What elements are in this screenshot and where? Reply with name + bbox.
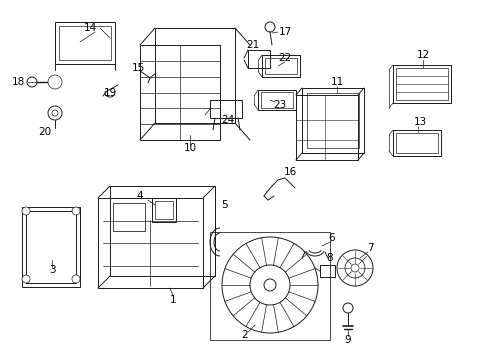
Text: 13: 13 [412,117,426,127]
Bar [110,186,215,276]
Circle shape [264,22,274,32]
Bar [209,232,329,340]
Text: 21: 21 [246,40,259,50]
Circle shape [249,265,289,305]
Bar [59,26,111,60]
Bar [262,55,299,77]
Bar [247,50,269,68]
Bar [140,45,220,140]
Text: 5: 5 [221,200,228,210]
Bar [113,203,145,231]
Text: 24: 24 [221,115,234,125]
Bar [155,28,235,123]
Text: 2: 2 [241,330,248,340]
Bar [319,265,334,277]
Text: 20: 20 [39,127,51,137]
Bar [261,92,292,108]
Bar [55,22,115,64]
Circle shape [72,207,80,215]
Circle shape [342,303,352,313]
Bar [306,93,358,148]
Bar [392,65,450,103]
Circle shape [350,264,358,272]
Circle shape [22,275,30,283]
Bar [302,88,363,153]
Circle shape [27,77,37,87]
Text: 15: 15 [131,63,144,73]
Circle shape [222,237,317,333]
Text: 3: 3 [49,265,55,275]
Bar [395,133,437,153]
Bar [258,90,295,110]
Text: 12: 12 [415,50,429,60]
Text: 19: 19 [103,88,116,98]
Text: 17: 17 [278,27,291,37]
Bar [155,201,173,219]
Text: 16: 16 [283,167,296,177]
Bar [152,198,176,222]
Circle shape [48,106,62,120]
Text: 18: 18 [11,77,24,87]
Bar [264,58,296,74]
Bar [209,100,242,118]
Text: 9: 9 [344,335,350,345]
Circle shape [345,258,364,278]
Text: 7: 7 [366,243,372,253]
Bar [98,198,203,288]
Circle shape [52,110,58,116]
Bar [295,95,357,160]
Text: 23: 23 [273,100,286,110]
Bar [395,68,447,100]
Circle shape [336,250,372,286]
Text: 14: 14 [83,23,97,33]
Text: 8: 8 [326,253,333,263]
Text: 10: 10 [183,143,196,153]
Text: 1: 1 [169,295,176,305]
Bar [392,130,440,156]
Text: 4: 4 [137,191,143,201]
Text: 6: 6 [328,233,335,243]
Circle shape [22,207,30,215]
Circle shape [72,275,80,283]
Circle shape [48,75,62,89]
Circle shape [264,279,275,291]
Text: 11: 11 [330,77,343,87]
Bar [26,211,76,283]
Bar [22,207,80,287]
Text: 22: 22 [278,53,291,63]
